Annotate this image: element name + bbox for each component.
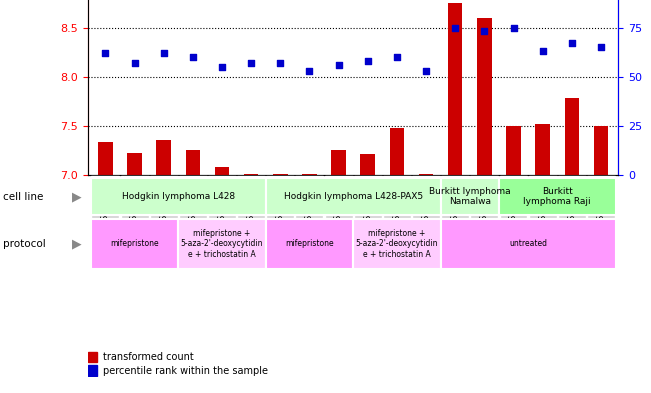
FancyBboxPatch shape xyxy=(91,176,119,253)
Point xyxy=(392,54,402,60)
Bar xyxy=(389,128,404,175)
Text: Burkitt
lymphoma Raji: Burkitt lymphoma Raji xyxy=(523,187,591,206)
FancyBboxPatch shape xyxy=(208,176,236,253)
Text: Hodgkin lymphoma L428: Hodgkin lymphoma L428 xyxy=(122,192,235,201)
Bar xyxy=(273,174,288,175)
Text: GSM1081189: GSM1081189 xyxy=(247,177,256,224)
Point xyxy=(363,58,373,64)
Point xyxy=(450,24,460,31)
Text: GSM1081183: GSM1081183 xyxy=(509,177,518,224)
FancyBboxPatch shape xyxy=(150,176,178,253)
Text: mifepristone +
5-aza-2'-deoxycytidin
e + trichostatin A: mifepristone + 5-aza-2'-deoxycytidin e +… xyxy=(181,229,263,259)
Bar xyxy=(186,150,200,175)
Text: GSM1081182: GSM1081182 xyxy=(480,177,489,224)
Point xyxy=(508,24,519,31)
FancyBboxPatch shape xyxy=(90,178,266,215)
FancyBboxPatch shape xyxy=(499,176,527,253)
FancyBboxPatch shape xyxy=(296,176,324,253)
Bar xyxy=(419,174,434,175)
Text: transformed count: transformed count xyxy=(103,352,193,362)
Bar xyxy=(506,126,521,175)
FancyBboxPatch shape xyxy=(558,176,586,253)
FancyBboxPatch shape xyxy=(325,176,353,253)
Bar xyxy=(98,142,113,175)
Text: GSM1081185: GSM1081185 xyxy=(567,177,576,224)
Text: mifepristone: mifepristone xyxy=(285,239,334,248)
Text: GSM1081178: GSM1081178 xyxy=(276,177,284,224)
Text: cell line: cell line xyxy=(3,191,44,202)
Text: GSM1081176: GSM1081176 xyxy=(130,177,139,224)
Point xyxy=(275,60,286,66)
FancyBboxPatch shape xyxy=(90,219,178,269)
Bar xyxy=(564,98,579,175)
FancyBboxPatch shape xyxy=(471,176,499,253)
Text: GSM1081187: GSM1081187 xyxy=(188,177,197,224)
Text: GSM1081191: GSM1081191 xyxy=(393,177,402,224)
Text: GSM1081188: GSM1081188 xyxy=(217,177,227,224)
Bar xyxy=(244,174,258,175)
Point xyxy=(304,68,314,74)
Point xyxy=(130,60,140,66)
FancyBboxPatch shape xyxy=(587,176,615,253)
Point xyxy=(158,50,169,56)
Text: ▶: ▶ xyxy=(72,237,81,250)
Point xyxy=(566,40,577,46)
Bar xyxy=(156,140,171,175)
FancyBboxPatch shape xyxy=(266,176,294,253)
Point xyxy=(421,68,431,74)
FancyBboxPatch shape xyxy=(179,176,207,253)
Text: protocol: protocol xyxy=(3,239,46,249)
Text: Hodgkin lymphoma L428-PAX5: Hodgkin lymphoma L428-PAX5 xyxy=(284,192,422,201)
FancyBboxPatch shape xyxy=(529,176,557,253)
Bar xyxy=(302,174,317,175)
FancyBboxPatch shape xyxy=(441,176,469,253)
Bar xyxy=(88,365,98,376)
FancyBboxPatch shape xyxy=(441,219,616,269)
Point xyxy=(217,64,227,70)
Bar xyxy=(535,124,550,175)
Text: mifepristone +
5-aza-2'-deoxycytidin
e + trichostatin A: mifepristone + 5-aza-2'-deoxycytidin e +… xyxy=(355,229,438,259)
Point xyxy=(333,62,344,68)
Bar xyxy=(448,3,462,175)
Bar xyxy=(477,18,492,175)
FancyBboxPatch shape xyxy=(266,178,441,215)
Text: GSM1081181: GSM1081181 xyxy=(450,177,460,224)
Text: GSM1081192: GSM1081192 xyxy=(422,177,430,224)
Bar xyxy=(331,150,346,175)
Text: GSM1081184: GSM1081184 xyxy=(538,177,547,224)
Text: GSM1081190: GSM1081190 xyxy=(363,177,372,224)
FancyBboxPatch shape xyxy=(441,178,499,215)
FancyBboxPatch shape xyxy=(237,176,265,253)
FancyBboxPatch shape xyxy=(120,176,148,253)
Text: GSM1081186: GSM1081186 xyxy=(596,177,605,224)
Text: GSM1081175: GSM1081175 xyxy=(101,177,110,224)
FancyBboxPatch shape xyxy=(412,176,440,253)
Bar xyxy=(127,153,142,175)
Text: untreated: untreated xyxy=(509,239,547,248)
Text: GSM1081177: GSM1081177 xyxy=(159,177,168,224)
Point xyxy=(596,44,606,50)
FancyBboxPatch shape xyxy=(499,178,616,215)
Bar xyxy=(215,167,229,175)
Text: percentile rank within the sample: percentile rank within the sample xyxy=(103,365,268,376)
Point xyxy=(187,54,198,60)
Text: GSM1081180: GSM1081180 xyxy=(334,177,343,224)
Text: Burkitt lymphoma
Namalwa: Burkitt lymphoma Namalwa xyxy=(429,187,510,206)
Bar xyxy=(88,352,98,362)
FancyBboxPatch shape xyxy=(353,176,381,253)
Text: mifepristone: mifepristone xyxy=(110,239,159,248)
Text: ▶: ▶ xyxy=(72,190,81,203)
FancyBboxPatch shape xyxy=(353,219,441,269)
Bar xyxy=(361,154,375,175)
FancyBboxPatch shape xyxy=(178,219,266,269)
Text: GSM1081179: GSM1081179 xyxy=(305,177,314,224)
Point xyxy=(538,48,548,54)
Point xyxy=(246,60,256,66)
Bar xyxy=(594,126,608,175)
Point xyxy=(479,28,490,35)
Point xyxy=(100,50,111,56)
FancyBboxPatch shape xyxy=(266,219,353,269)
FancyBboxPatch shape xyxy=(383,176,411,253)
